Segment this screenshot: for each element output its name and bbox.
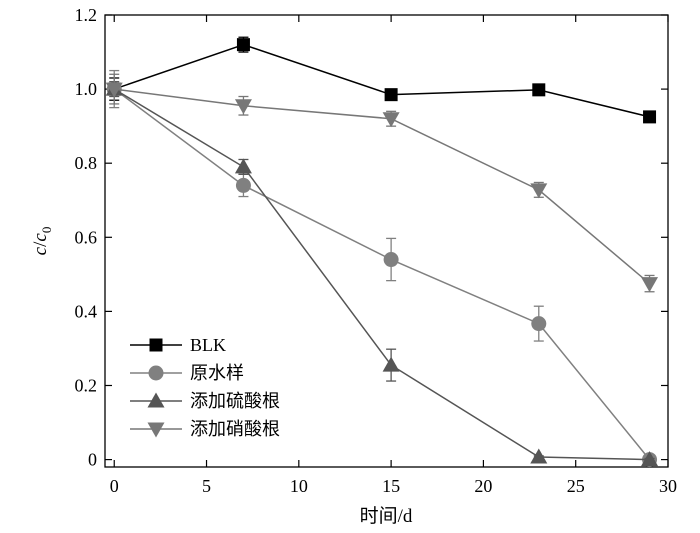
data-point xyxy=(383,252,399,268)
data-point xyxy=(234,158,252,174)
data-point xyxy=(235,177,251,193)
legend-marker xyxy=(147,392,165,408)
legend-marker xyxy=(148,365,164,381)
y-tick-label: 1.2 xyxy=(75,5,98,25)
x-tick-label: 30 xyxy=(659,476,677,496)
data-point xyxy=(643,110,657,124)
x-tick-label: 10 xyxy=(290,476,308,496)
data-point xyxy=(234,99,252,115)
data-point xyxy=(530,448,548,464)
x-tick-label: 5 xyxy=(202,476,211,496)
x-tick-label: 0 xyxy=(110,476,119,496)
series-0 xyxy=(107,36,657,124)
data-point xyxy=(382,112,400,128)
x-tick-label: 25 xyxy=(567,476,585,496)
series-layer xyxy=(105,36,659,468)
data-point xyxy=(530,183,548,199)
legend-label: 添加硫酸根 xyxy=(190,391,280,411)
series-2 xyxy=(105,80,659,467)
data-point xyxy=(532,83,546,97)
legend-marker xyxy=(147,422,165,438)
legend-marker xyxy=(149,338,163,352)
axis-ticks: 0 5 10 15 20 25 30 0 0.2 0.4 0.6 0.8 1.0 1.2 xyxy=(75,5,678,496)
y-tick-label: 0.4 xyxy=(75,301,98,321)
y-axis-label: c/c0 xyxy=(30,227,54,256)
y-tick-label: 0.2 xyxy=(75,375,98,395)
x-axis-label: 时间/d xyxy=(360,505,413,527)
y-tick-label: 0.8 xyxy=(75,153,98,173)
series-3 xyxy=(105,73,659,293)
y-label-var: c xyxy=(30,233,51,242)
data-point xyxy=(531,316,547,332)
y-tick-label: 1.0 xyxy=(75,79,98,99)
legend-label: BLK xyxy=(190,335,226,355)
x-tick-label: 15 xyxy=(382,476,400,496)
data-point xyxy=(382,356,400,372)
series-line xyxy=(113,43,650,118)
data-point xyxy=(384,88,398,102)
y-tick-label: 0 xyxy=(88,450,97,470)
data-point xyxy=(641,277,659,293)
x-tick-label: 20 xyxy=(474,476,492,496)
plot-frame xyxy=(104,14,669,468)
data-point xyxy=(105,82,123,98)
y-label-sep: / xyxy=(30,241,51,247)
data-point xyxy=(236,38,250,52)
y-tick-label: 0.6 xyxy=(75,227,98,247)
legend-label: 原水样 xyxy=(190,363,244,383)
y-label-sub: 0 xyxy=(39,227,54,234)
data-point xyxy=(641,451,659,467)
legend-label: 添加硝酸根 xyxy=(190,419,280,439)
y-label-main: c xyxy=(30,246,51,255)
